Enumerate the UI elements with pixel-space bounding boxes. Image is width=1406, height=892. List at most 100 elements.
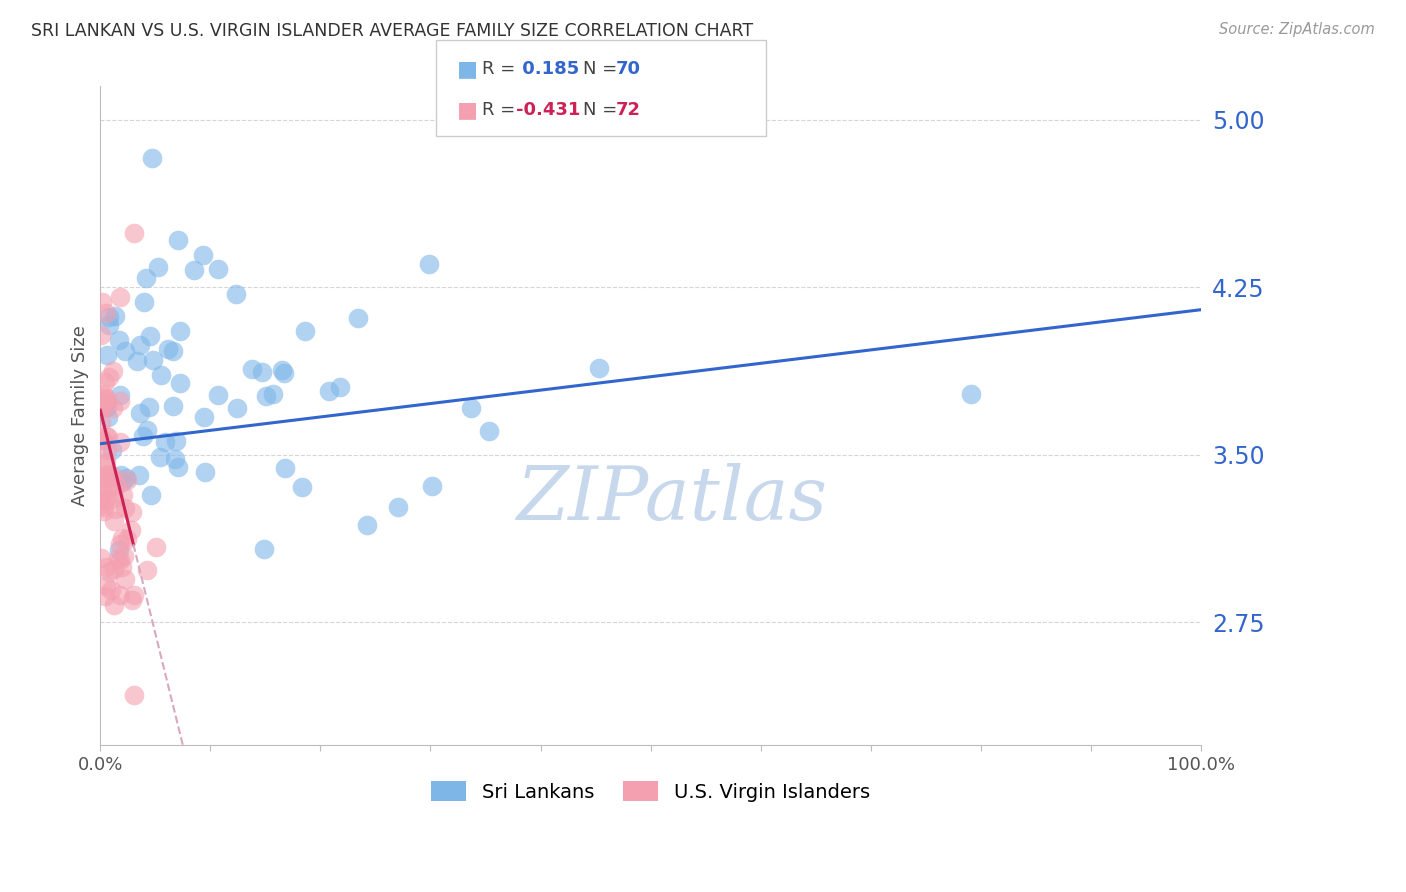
Text: ZIPatlas: ZIPatlas (517, 463, 828, 536)
Text: 0.185: 0.185 (516, 60, 579, 78)
Point (112, 549, 135, 563)
Point (108, 537, 131, 551)
Point (122, 227, 145, 241)
Point (115, 471, 138, 485)
Point (291, 480, 314, 494)
Point (94, 428, 117, 442)
Point (329, 380, 352, 394)
Point (97, 467, 120, 481)
Point (91, 478, 114, 492)
Point (93, 458, 115, 472)
Point (103, 491, 125, 505)
Point (270, 363, 292, 377)
Point (149, 368, 172, 383)
Point (156, 342, 179, 356)
Point (96, 400, 118, 414)
Point (193, 410, 215, 425)
Point (98, 318, 121, 333)
Point (193, 248, 215, 262)
Point (101, 443, 124, 458)
Point (94, 376, 117, 390)
Point (294, 324, 316, 338)
Point (107, 542, 129, 557)
Point (960, 387, 983, 401)
Point (273, 366, 295, 380)
Point (91, 396, 114, 410)
Point (103, 514, 125, 528)
Point (346, 311, 368, 326)
Point (111, 531, 134, 545)
Point (132, 294, 155, 309)
Point (114, 344, 136, 359)
Point (125, 354, 148, 368)
Point (93, 391, 115, 405)
Point (90, 498, 112, 512)
Point (101, 468, 124, 483)
Point (90, 328, 112, 343)
Point (356, 518, 378, 533)
Point (96, 442, 118, 457)
Point (90, 401, 112, 416)
Point (94, 590, 117, 604)
Point (253, 542, 276, 557)
Point (207, 388, 229, 402)
Point (93, 393, 115, 408)
Point (128, 468, 150, 483)
Point (254, 389, 277, 403)
Point (122, 688, 145, 702)
Point (141, 151, 163, 165)
Point (110, 290, 132, 304)
Point (169, 376, 191, 391)
Text: ■: ■ (457, 59, 478, 79)
Text: R =: R = (482, 60, 516, 78)
Point (131, 429, 153, 443)
Point (120, 524, 142, 538)
Point (262, 386, 284, 401)
Point (115, 533, 138, 547)
Point (142, 352, 165, 367)
Text: -0.431: -0.431 (516, 101, 581, 120)
Point (111, 488, 134, 502)
Point (225, 401, 247, 416)
Point (114, 573, 136, 587)
Point (110, 467, 132, 482)
Point (103, 599, 125, 613)
Point (153, 435, 176, 450)
Point (108, 588, 131, 602)
Point (98, 565, 121, 579)
Point (207, 261, 229, 276)
Point (121, 504, 143, 518)
Point (93, 470, 115, 484)
Point (588, 360, 610, 375)
Point (478, 424, 501, 438)
Point (94, 400, 117, 414)
Point (94, 306, 117, 320)
Point (460, 401, 482, 415)
Point (121, 593, 143, 607)
Point (418, 258, 440, 272)
Point (96, 348, 118, 362)
Point (96, 469, 118, 483)
Text: N =: N = (583, 101, 617, 120)
Point (93, 491, 115, 506)
Point (93, 504, 115, 518)
Point (101, 364, 124, 378)
Point (90, 294, 112, 309)
Point (108, 552, 131, 566)
Point (98, 310, 121, 324)
Point (104, 310, 127, 324)
Point (165, 434, 187, 449)
Point (146, 260, 169, 274)
Point (90, 486, 112, 500)
Point (91, 500, 114, 514)
Point (93, 386, 115, 401)
Text: R =: R = (482, 101, 516, 120)
Point (149, 450, 172, 464)
Point (318, 384, 340, 399)
Point (139, 328, 162, 343)
Point (169, 324, 191, 338)
Point (111, 475, 134, 489)
Point (93, 433, 115, 447)
Point (135, 423, 157, 437)
Point (90, 492, 112, 507)
